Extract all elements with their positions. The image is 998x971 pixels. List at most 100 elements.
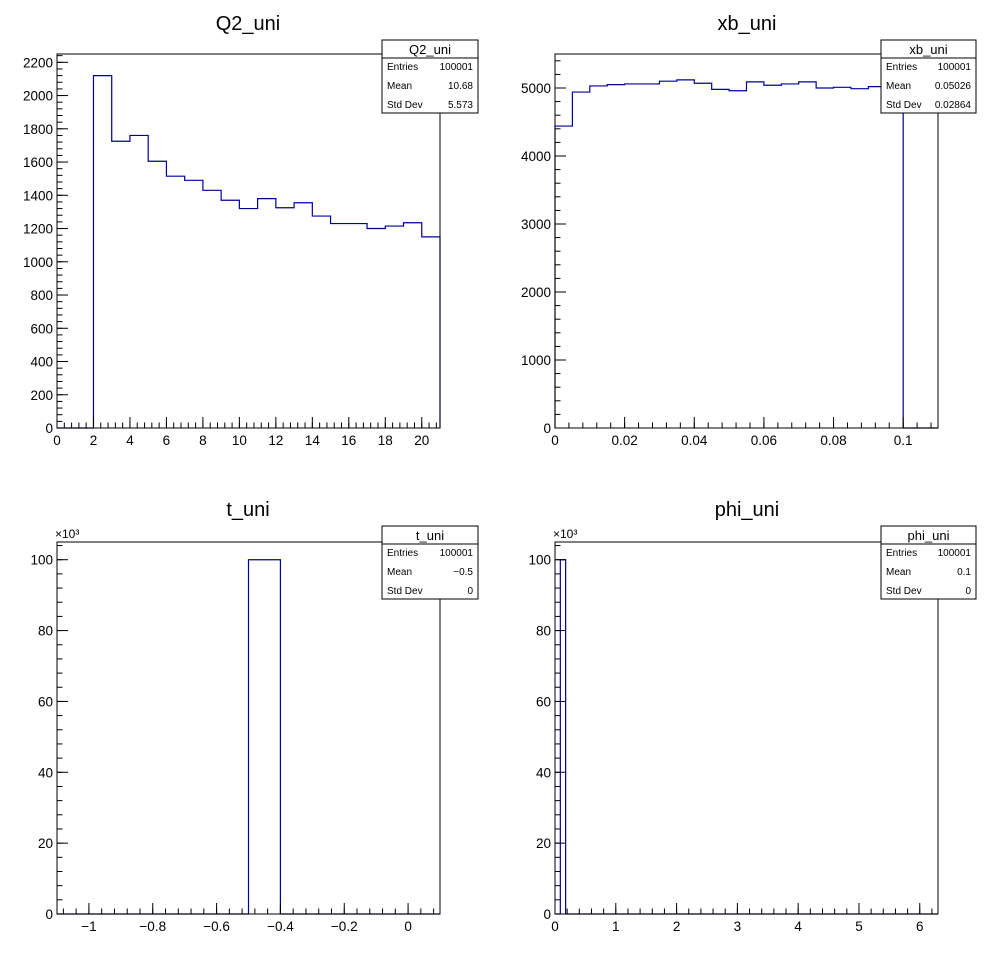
histogram-series-line bbox=[57, 559, 440, 915]
histogram-bin bbox=[367, 229, 385, 428]
histogram-bin bbox=[385, 226, 403, 428]
stats-box-title: xb_uni bbox=[909, 42, 947, 57]
y-tick-label: 200 bbox=[30, 388, 53, 403]
stats-box-frame bbox=[381, 39, 479, 114]
histogram-bin bbox=[590, 86, 607, 428]
histogram-bin bbox=[276, 208, 294, 428]
x-tick-label: 16 bbox=[341, 433, 356, 448]
x-tick-label: 0.02 bbox=[611, 433, 637, 448]
histogram-bin bbox=[799, 82, 816, 428]
histogram-bin bbox=[404, 223, 422, 428]
stats-row-value: 0 bbox=[965, 586, 971, 597]
x-tick-label: 0.1 bbox=[894, 433, 913, 448]
x-tick-label: 0.08 bbox=[820, 433, 846, 448]
stats-box-frame bbox=[880, 39, 977, 114]
stats-row-value: 0 bbox=[467, 586, 473, 597]
stats-row-value: 100001 bbox=[938, 548, 972, 559]
y-tick-label: 100 bbox=[528, 553, 551, 568]
histogram-bin bbox=[422, 237, 440, 428]
stats-row-label: Mean bbox=[387, 81, 412, 92]
histogram-bin bbox=[764, 85, 781, 428]
histogram-bin bbox=[185, 180, 203, 428]
histogram-bin bbox=[560, 560, 565, 914]
stats-row-label: Entries bbox=[387, 548, 418, 559]
stats-row-value: 5.573 bbox=[448, 100, 473, 111]
histogram-title: xb_uni bbox=[718, 13, 777, 35]
histogram-bin bbox=[747, 82, 764, 428]
x-tick-label: 0 bbox=[404, 919, 412, 934]
y-tick-label: 4000 bbox=[521, 149, 551, 164]
histogram-bin bbox=[659, 81, 676, 428]
histogram-bin bbox=[258, 199, 276, 428]
histogram-bin bbox=[249, 560, 281, 914]
y-tick-label: 1000 bbox=[23, 255, 53, 270]
x-tick-label: −0.6 bbox=[203, 919, 230, 934]
x-tick-label: 4 bbox=[126, 433, 134, 448]
stats-row-value: 0.05026 bbox=[935, 81, 972, 92]
histogram-bin bbox=[868, 87, 885, 428]
histogram-bin bbox=[886, 86, 903, 428]
histogram-bin bbox=[607, 85, 624, 428]
histogram-bin bbox=[729, 91, 746, 428]
x-tick-label: 0.06 bbox=[751, 433, 777, 448]
y-tick-label: 800 bbox=[30, 288, 53, 303]
stats-row-label: Entries bbox=[886, 62, 917, 73]
y-tick-label: 80 bbox=[536, 624, 551, 639]
x-tick-label: 0 bbox=[551, 433, 559, 448]
stats-box-frame bbox=[381, 525, 479, 600]
x-tick-label: 6 bbox=[163, 433, 171, 448]
x-tick-label: 2 bbox=[673, 919, 681, 934]
x-tick-label: 0.04 bbox=[681, 433, 708, 448]
histogram-pad-2: t_uni −1 −0.8 −0.6 −0.4 −0.2 0 0 20 40 60 80 100×10³… bbox=[30, 499, 479, 934]
histogram-title: phi_uni bbox=[715, 499, 780, 521]
y-tick-label: 3000 bbox=[521, 217, 551, 232]
histogram-bin bbox=[712, 89, 729, 428]
y-tick-label: 0 bbox=[45, 907, 53, 922]
histogram-bin bbox=[166, 176, 184, 428]
histogram-bin bbox=[239, 209, 257, 428]
histogram-bin bbox=[148, 161, 166, 428]
histogram-bin bbox=[834, 87, 851, 428]
y-tick-label: 0 bbox=[543, 907, 551, 922]
histogram-bin bbox=[112, 141, 130, 428]
histogram-bin bbox=[572, 92, 589, 428]
x-tick-label: 0 bbox=[551, 919, 559, 934]
stats-row-label: Std Dev bbox=[886, 100, 922, 111]
y-tick-label: 100 bbox=[30, 553, 53, 568]
y-tick-label: 1800 bbox=[23, 122, 53, 137]
stats-row-value: 100001 bbox=[938, 62, 972, 73]
stats-box-title: Q2_uni bbox=[409, 42, 451, 57]
stats-box: t_uni Entries 100001 Mean −0.5 Std Dev 0 bbox=[381, 525, 479, 600]
y-tick-label: 1000 bbox=[521, 353, 551, 368]
histogram-bin bbox=[555, 126, 572, 428]
stats-row-value: 0.1 bbox=[957, 567, 971, 578]
y-tick-label: 2000 bbox=[521, 285, 551, 300]
y-tick-label: 80 bbox=[38, 624, 53, 639]
stats-box-title: t_uni bbox=[416, 528, 444, 543]
stats-row-value: 0.02864 bbox=[935, 100, 972, 111]
plot-frame bbox=[554, 541, 939, 915]
histogram-title: Q2_uni bbox=[216, 13, 281, 35]
y-tick-label: 40 bbox=[536, 765, 551, 780]
histogram-bin bbox=[294, 203, 312, 428]
histogram-bin bbox=[203, 190, 221, 428]
x-tick-label: 6 bbox=[916, 919, 924, 934]
stats-row-label: Std Dev bbox=[387, 586, 423, 597]
stats-box: Q2_uni Entries 100001 Mean 10.68 Std Dev 5.573 bbox=[381, 39, 479, 114]
y-tick-label: 0 bbox=[45, 421, 53, 436]
x-tick-label: 1 bbox=[612, 919, 620, 934]
histogram-series-line bbox=[555, 559, 938, 915]
y-tick-label: 0 bbox=[543, 421, 551, 436]
plot-frame bbox=[56, 53, 441, 429]
x-tick-label: 5 bbox=[855, 919, 863, 934]
y-exponent-label: ×10³ bbox=[55, 527, 79, 541]
y-tick-label: 600 bbox=[30, 321, 53, 336]
stats-row-label: Std Dev bbox=[886, 586, 922, 597]
histogram-bin bbox=[625, 84, 642, 428]
x-tick-label: 2 bbox=[90, 433, 98, 448]
stats-box: phi_uni Entries 100001 Mean 0.1 Std Dev 0 bbox=[880, 525, 977, 600]
histogram-bin bbox=[93, 76, 111, 428]
